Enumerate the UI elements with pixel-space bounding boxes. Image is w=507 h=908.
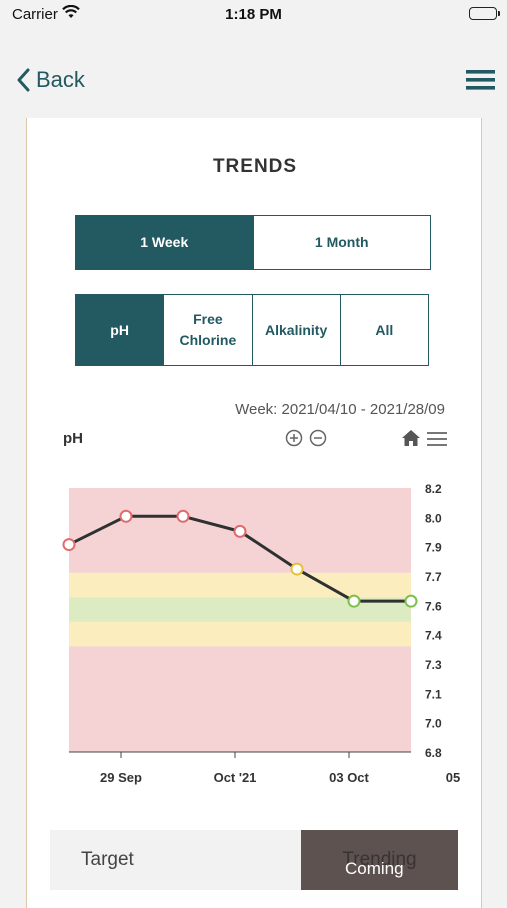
range-band-3 xyxy=(69,621,411,647)
y-tick-label: 7.9 xyxy=(425,541,442,555)
tab-alkalinity[interactable]: Alkalinity xyxy=(252,295,341,365)
page-title: TRENDS xyxy=(212,156,298,177)
range-band-1 xyxy=(69,572,411,598)
tab-target[interactable]: Target xyxy=(50,830,301,890)
chart-menu-icon[interactable] xyxy=(427,431,447,452)
x-tick-label: Oct '21 xyxy=(214,770,257,785)
y-tick-label: 6.8 xyxy=(425,746,442,760)
zoom-out-icon[interactable] xyxy=(309,429,327,452)
nav-bar: Back xyxy=(0,55,507,107)
data-point[interactable] xyxy=(290,562,304,576)
ph-trend-chart: 8.2 8.0 7.9 7.7 7.6 7.4 7.3 7.1 7.0 6.8 29 Sep Oct … xyxy=(62,482,460,785)
y-tick-label: 7.0 xyxy=(425,717,442,731)
range-band-4 xyxy=(69,646,411,752)
chevron-left-icon xyxy=(17,68,30,92)
y-tick-label: 8.0 xyxy=(425,511,442,525)
data-point[interactable] xyxy=(404,594,418,608)
bottom-tabs: Target Trending Coming xyxy=(50,830,458,890)
back-button[interactable]: Back xyxy=(16,67,85,93)
hamburger-menu-icon[interactable] xyxy=(466,69,495,96)
data-point[interactable] xyxy=(347,594,361,608)
tab-ph[interactable]: pH xyxy=(76,295,165,365)
home-icon[interactable] xyxy=(401,429,421,452)
y-tick-label: 7.6 xyxy=(425,599,442,613)
time-range-selector: 1 Week 1 Month xyxy=(75,215,431,270)
parameter-selector: pH Free Chlorine Alkalinity All xyxy=(75,294,429,366)
y-tick-label: 7.4 xyxy=(425,629,442,643)
x-tick-label: 29 Sep xyxy=(100,770,142,785)
tab-trending-label: Trending xyxy=(342,849,417,870)
y-tick-label: 7.3 xyxy=(425,658,442,672)
trends-card: TRENDS 1 Week 1 Month pH Free Chlorine A… xyxy=(26,118,482,908)
tab-all[interactable]: All xyxy=(340,295,428,365)
zoom-in-icon[interactable] xyxy=(285,429,303,452)
back-label: Back xyxy=(36,67,85,92)
tab-free-chlorine[interactable]: Free Chlorine xyxy=(164,295,253,365)
week-range-label: Week: 2021/04/10 - 2021/28/09 xyxy=(235,401,445,418)
y-tick-label: 7.7 xyxy=(425,570,442,584)
x-tick-label: 03 Oct xyxy=(329,770,369,785)
x-tick-label: 05 xyxy=(446,770,460,785)
tab-1-week[interactable]: 1 Week xyxy=(76,216,254,269)
data-point[interactable] xyxy=(233,524,247,538)
tab-trending[interactable]: Trending Coming xyxy=(301,830,458,890)
data-point[interactable] xyxy=(176,509,190,523)
wifi-icon xyxy=(62,4,80,24)
y-tick-label: 7.1 xyxy=(425,687,442,701)
carrier-label: Carrier xyxy=(12,6,58,23)
y-tick-label: 8.2 xyxy=(425,482,442,496)
chart-title: pH xyxy=(63,430,83,447)
coming-badge: Coming xyxy=(345,859,404,878)
status-bar: Carrier 1:18 PM xyxy=(0,0,507,30)
clock: 1:18 PM xyxy=(225,6,282,23)
battery-icon xyxy=(469,7,500,20)
tab-1-month[interactable]: 1 Month xyxy=(253,216,430,269)
data-point[interactable] xyxy=(119,509,133,523)
data-point[interactable] xyxy=(62,538,76,552)
